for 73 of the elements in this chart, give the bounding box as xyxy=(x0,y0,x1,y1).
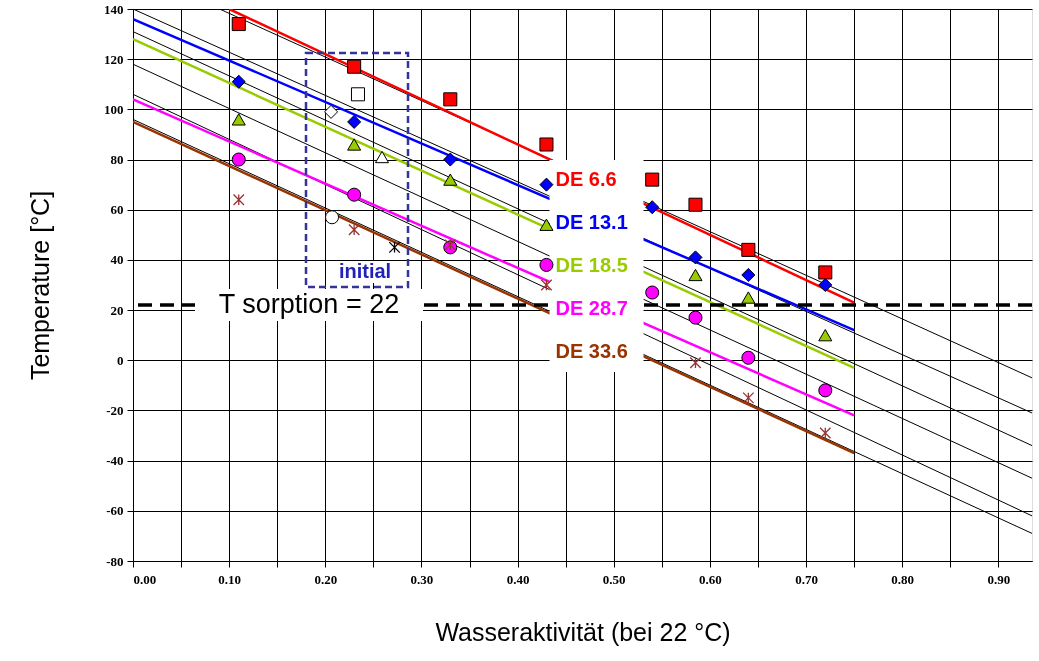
point xyxy=(444,238,457,251)
series-label: DE 18.5 xyxy=(555,254,628,277)
y-tick-label: -60 xyxy=(106,503,124,519)
y-tick-label: 60 xyxy=(110,202,124,218)
point xyxy=(231,17,246,32)
point xyxy=(324,104,339,119)
y-tick-label: 20 xyxy=(110,302,124,318)
point xyxy=(539,218,554,231)
point xyxy=(231,152,246,167)
x-tick-label: 0.10 xyxy=(218,571,242,587)
y-tick-label: 120 xyxy=(104,51,124,67)
point xyxy=(645,285,660,300)
point xyxy=(688,250,703,265)
x-tick-label: 0.40 xyxy=(506,571,530,587)
y-tick-label: 0 xyxy=(117,352,124,368)
point xyxy=(347,138,362,151)
x-tick-label: 0.60 xyxy=(699,571,722,587)
point xyxy=(741,267,756,282)
point xyxy=(350,87,366,102)
x-tick-label: 0.50 xyxy=(602,571,626,587)
point xyxy=(443,152,458,167)
point xyxy=(539,177,554,192)
x-tick-label: 0.20 xyxy=(314,571,338,587)
y-tick-label: 80 xyxy=(110,152,124,168)
point xyxy=(232,193,245,206)
point xyxy=(742,392,755,404)
y-tick-label: -40 xyxy=(106,453,124,469)
point xyxy=(231,113,246,126)
point xyxy=(348,223,361,236)
point xyxy=(741,350,756,365)
annotation: initial xyxy=(338,260,392,282)
point xyxy=(539,137,554,152)
point xyxy=(443,173,458,186)
series-label: DE 13.1 xyxy=(555,211,628,234)
point xyxy=(818,329,833,342)
point xyxy=(818,265,833,280)
y-tick-label: 140 xyxy=(104,1,124,17)
point xyxy=(443,92,458,107)
point xyxy=(689,356,702,369)
y-tick-label: 40 xyxy=(110,252,124,268)
x-tick-label: 0.00 xyxy=(133,571,157,587)
point xyxy=(645,200,660,215)
point xyxy=(540,279,553,291)
point xyxy=(325,210,340,225)
series-label: DE 28.7 xyxy=(555,297,628,320)
point xyxy=(347,59,362,74)
point xyxy=(347,114,362,129)
y-tick-label: -80 xyxy=(106,553,124,569)
ref-line-label: T sorption = 22 xyxy=(218,289,400,320)
point xyxy=(688,268,703,282)
point xyxy=(818,383,833,398)
y-axis-title: Temperature [°C] xyxy=(26,190,54,381)
x-tick-label: 0.30 xyxy=(410,571,434,587)
point xyxy=(688,197,703,212)
series-label: DE 33.6 xyxy=(555,340,628,363)
point xyxy=(388,241,401,254)
x-axis-title: Wasseraktivität (bei 22 °C) xyxy=(435,617,731,646)
y-tick-label: -20 xyxy=(106,402,124,418)
y-tick-label: 100 xyxy=(104,101,124,117)
point xyxy=(539,257,554,272)
point xyxy=(231,74,246,89)
x-tick-label: 0.90 xyxy=(987,571,1011,587)
point xyxy=(741,242,756,257)
point xyxy=(819,427,832,439)
series-label: DE 6.6 xyxy=(555,168,617,191)
point xyxy=(375,150,390,164)
point xyxy=(645,172,660,187)
x-tick-label: 0.70 xyxy=(795,571,818,587)
x-tick-label: 0.80 xyxy=(891,571,915,587)
point xyxy=(688,310,703,325)
point xyxy=(818,277,833,293)
point xyxy=(741,291,756,304)
point xyxy=(347,187,362,202)
